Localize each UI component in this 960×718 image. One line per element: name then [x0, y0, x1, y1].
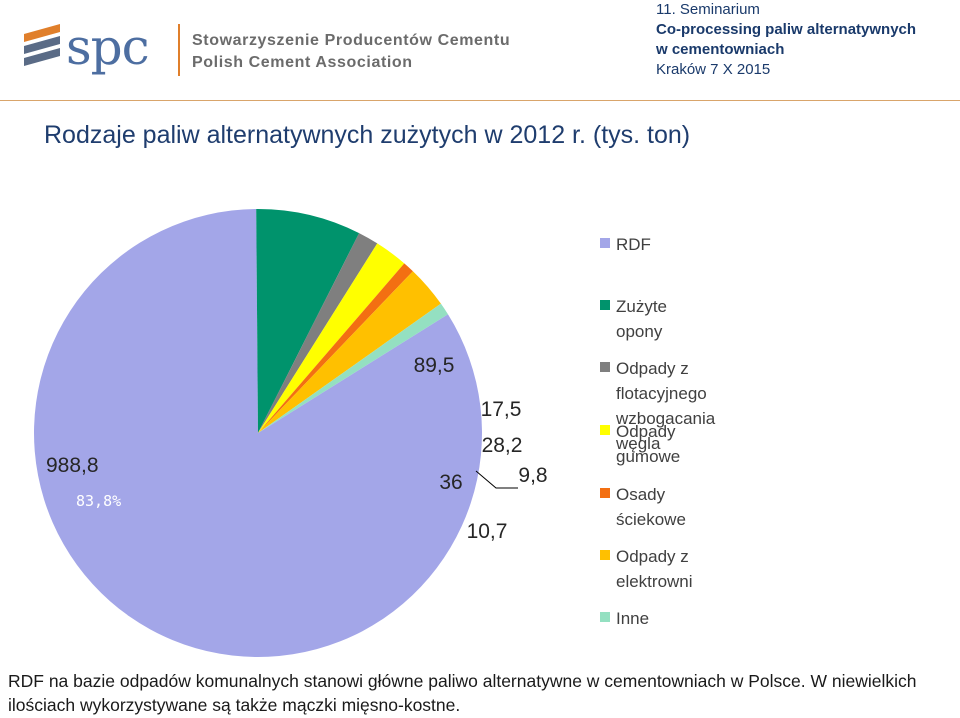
- legend-swatch: [600, 238, 610, 248]
- footnote: RDF na bazie odpadów komunalnych stanowi…: [8, 671, 917, 715]
- legend-item-5: Odpady z elektrowni: [600, 544, 693, 594]
- value-label-3: 28,2: [482, 434, 523, 457]
- slide-title: Rodzaje paliw alternatywnych zużytych w …: [44, 121, 691, 149]
- pie-slice-6: [258, 303, 448, 433]
- event-line-3: w cementowniach: [656, 41, 785, 58]
- event-line-4: Kraków 7 X 2015: [656, 61, 771, 78]
- pie-slice-2: [258, 233, 378, 433]
- pie-slice-1: [256, 209, 360, 433]
- pie-chart: 988,8 89,5 17,5 28,2 9,8 36 10,7 83,8%: [33, 209, 548, 658]
- legend-label: RDF: [616, 235, 651, 254]
- legend-swatch: [600, 300, 610, 310]
- legend-label: Odpady gumowe: [616, 422, 681, 466]
- organization-name-en: Polish Cement Association: [192, 54, 413, 71]
- legend-label: Zużyte opony: [616, 297, 668, 341]
- leader-line-osady: [475, 470, 518, 489]
- value-label-1: 89,5: [414, 354, 455, 377]
- legend-item-1: Zużyte opony: [600, 294, 667, 344]
- logo-text: spc: [66, 18, 150, 76]
- legend-item-2: Odpady z flotacyjnego wzbogacania węgla: [600, 356, 715, 456]
- pie-slice-0: [33, 209, 482, 658]
- logo-divider: [178, 24, 180, 76]
- header-divider: [0, 100, 960, 101]
- pie-slice-3: [258, 243, 405, 433]
- event-line-2: Co-processing paliw alternatywnych: [656, 21, 917, 38]
- legend-label: Odpady z elektrowni: [616, 547, 693, 591]
- percent-label-rdf: 83,8%: [76, 492, 121, 510]
- value-label-6: 10,7: [467, 520, 508, 543]
- header: spc Stowarzyszenie Producentów Cementu P…: [0, 0, 960, 100]
- pie-slice-4: [258, 263, 413, 433]
- legend-label: Osady ściekowe: [616, 485, 686, 529]
- organization-name: Stowarzyszenie Producentów Cementu Polis…: [192, 30, 510, 74]
- event-line-1: 11. Seminarium: [656, 1, 760, 18]
- pie-slice-5: [258, 271, 441, 433]
- legend-label: Inne: [616, 609, 650, 628]
- legend-swatch: [600, 425, 610, 435]
- legend-item-6: Inne: [600, 606, 649, 631]
- value-label-0: 988,8: [46, 454, 99, 477]
- legend-swatch: [600, 550, 610, 560]
- legend-swatch: [600, 612, 610, 622]
- legend-item-0: RDF: [600, 232, 651, 257]
- event-info: 11. Seminarium Co-processing paliw alter…: [656, 0, 916, 80]
- legend-item-3: Odpady gumowe: [600, 419, 680, 469]
- legend-swatch: [600, 488, 610, 498]
- spc-logo-icon: [24, 24, 60, 66]
- organization-name-pl: Stowarzyszenie Producentów Cementu: [192, 32, 511, 49]
- legend-label: Odpady z flotacyjnego wzbogacania węgla: [616, 359, 716, 453]
- value-label-2: 17,5: [481, 398, 522, 421]
- value-label-5: 36: [439, 471, 462, 494]
- legend-item-4: Osady ściekowe: [600, 482, 686, 532]
- legend-swatch: [600, 362, 610, 372]
- value-label-4: 9,8: [518, 464, 547, 487]
